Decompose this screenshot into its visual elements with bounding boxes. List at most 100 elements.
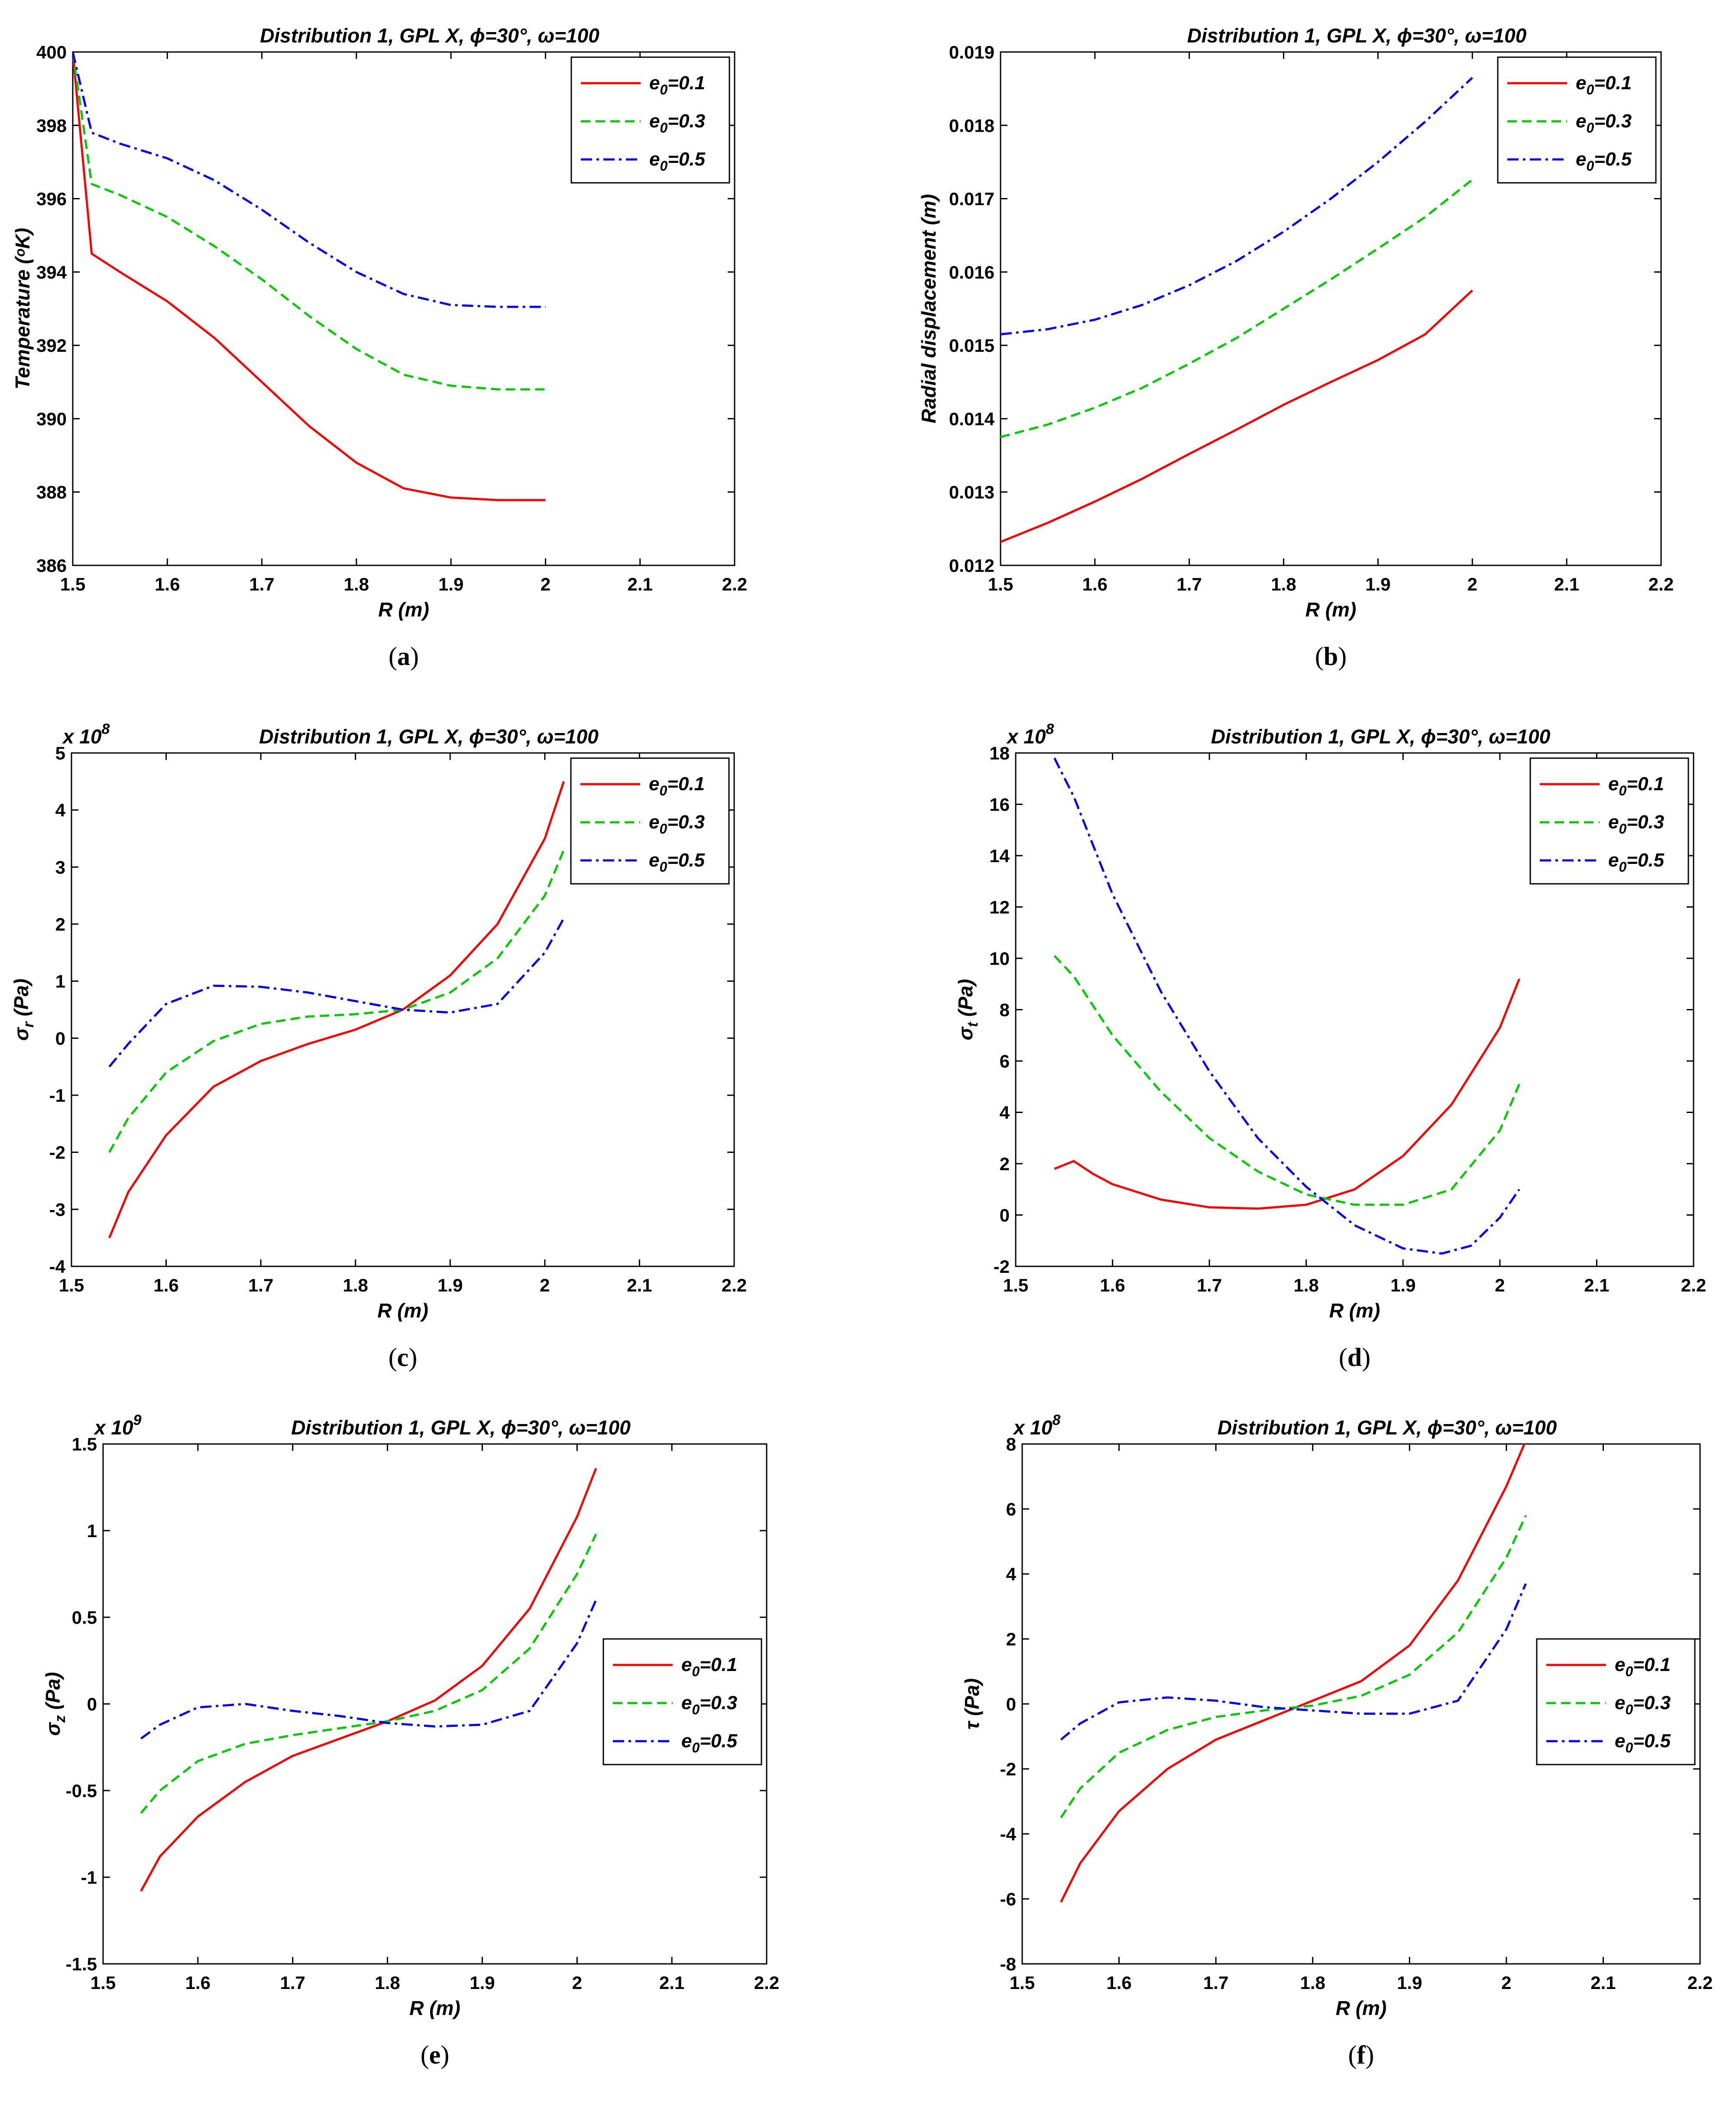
x-tick-label: 1.5 [60, 574, 85, 594]
y-tick-label: -2 [1000, 1759, 1016, 1779]
x-tick-label: 1.8 [1271, 574, 1296, 594]
chart-title: Distribution 1, GPL X, ϕ=30°, ω=100 [260, 24, 599, 47]
chart-title: Distribution 1, GPL X, ϕ=30°, ω=100 [291, 1416, 631, 1439]
y-tick-label: 0.016 [949, 262, 994, 282]
x-tick-label: 2.1 [1554, 574, 1579, 594]
y-tick-label: -4 [49, 1256, 66, 1277]
legend: e0=0.1 e0=0.3 e0=0.5 [1536, 1638, 1696, 1765]
y-tick-label: 0.014 [949, 409, 995, 429]
y-tick-label: 3 [55, 857, 65, 877]
x-tick-label: 2.1 [628, 574, 653, 594]
y-axis-label: σz (Pa) [42, 1672, 68, 1736]
legend-label: e0=0.1 [649, 72, 705, 97]
y-tick-label: 1.5 [72, 1434, 97, 1454]
y-tick-label: 386 [36, 555, 67, 576]
legend-box [1497, 56, 1657, 184]
chart-title: Distribution 1, GPL X, ϕ=30°, ω=100 [1211, 725, 1551, 748]
chart-panel-e: 1.5 1.6 1.7 1.8 1.9 2 2.1 2.2 -1.5 -1 -0.5 0 0.5 1 1.5… [42, 1412, 779, 2069]
x-tick-label: 1.6 [1100, 1275, 1125, 1295]
y-tick-label: 18 [989, 743, 1010, 763]
x-tick-label: 1.5 [91, 1973, 116, 1993]
y-tick-label: 400 [36, 42, 67, 62]
y-tick-label: 1 [55, 971, 65, 992]
legend-label: e0=0.3 [1608, 811, 1664, 837]
legend-label: e0=0.3 [1576, 110, 1632, 136]
legend-label: e0=0.5 [1615, 1730, 1671, 1755]
y-tick-label: 6 [1006, 1499, 1016, 1519]
y-tick-label: -2 [49, 1142, 65, 1163]
x-tick-label: 2.1 [1584, 1275, 1609, 1295]
legend: e0=0.1 e0=0.3 e0=0.5 [1497, 56, 1657, 184]
y-axis-label: Radial displacement (m) [917, 194, 940, 423]
x-tick-label: 2 [540, 1275, 550, 1295]
series-line-e0=0.1 [1054, 978, 1520, 1210]
x-tick-label: 1.6 [153, 1275, 178, 1295]
x-tick-label: 2 [1495, 1275, 1505, 1295]
chart-panel-c: 1.5 1.6 1.7 1.8 1.9 2 2.1 2.2 -4 -3 -2 -1 0 1 2 3 4 5 Dist… [10, 721, 747, 1372]
chart-panel-f: 1.5 1.6 1.7 1.8 1.9 2 2.1 2.2 -8 -6 -4 -2 0 2 4 6 8 Distr… [961, 1412, 1713, 2069]
panel-label: (b) [1315, 642, 1347, 671]
y-tick-label: 0.018 [949, 115, 994, 136]
panel-label: (d) [1339, 1343, 1370, 1372]
y-tick-label: 388 [36, 482, 67, 503]
chart-title: Distribution 1, GPL X, ϕ=30°, ω=100 [1187, 24, 1527, 47]
x-tick-label: 1.5 [988, 574, 1013, 594]
legend-label: e0=0.5 [649, 850, 705, 875]
legend-label: e0=0.1 [1615, 1654, 1671, 1679]
legend-box [1536, 1638, 1696, 1765]
y-tick-label: 0 [1000, 1205, 1010, 1226]
legend-label: e0=0.5 [681, 1730, 738, 1755]
series-line-e0=0.3 [73, 52, 546, 391]
legend-label: e0=0.3 [649, 110, 705, 136]
y-tick-label: 2 [1006, 1629, 1016, 1649]
y-tick-label: -6 [1000, 1889, 1016, 1909]
series-line-e0=0.1 [1060, 1444, 1526, 1903]
legend-label: e0=0.5 [1576, 149, 1632, 174]
x-axis-label: R (m) [1305, 598, 1357, 621]
y-tick-label: 0 [55, 1028, 65, 1048]
y-tick-label: 12 [989, 897, 1010, 918]
y-tick-label: 0.5 [72, 1607, 97, 1628]
y-tick-label: 8 [1006, 1434, 1016, 1454]
y-tick-label: 0.019 [949, 42, 994, 62]
y-tick-label: 5 [55, 743, 65, 763]
panel-label: (e) [421, 2041, 450, 2069]
series-line-e0=0.1 [73, 52, 546, 501]
x-axis-label: R (m) [409, 1997, 460, 2019]
legend-label: e0=0.3 [1615, 1692, 1671, 1717]
series-line-e0=0.1 [140, 1468, 597, 1892]
x-axis-label: R (m) [1329, 1299, 1380, 1322]
y-tick-label: -1 [49, 1085, 65, 1106]
legend-label: e0=0.3 [681, 1692, 737, 1717]
x-tick-label: 2.2 [1687, 1973, 1713, 1993]
panel-label: (f) [1348, 2041, 1374, 2069]
x-tick-label: 1.7 [1177, 574, 1202, 594]
legend: e0=0.1 e0=0.3 e0=0.5 [570, 56, 730, 184]
series-line-e0=0.5 [73, 52, 546, 308]
series-line-e0=0.3 [1053, 955, 1520, 1206]
panel-label: (a) [389, 642, 419, 671]
series-line-e0=0.1 [1001, 289, 1474, 543]
y-tick-label: -1.5 [66, 1954, 97, 1974]
x-tick-label: 1.8 [344, 574, 369, 594]
y-tick-label: 4 [1000, 1103, 1010, 1123]
series-line-e0=0.5 [108, 918, 565, 1067]
x-tick-label: 1.8 [375, 1973, 400, 1993]
y-tick-label: 14 [989, 846, 1010, 866]
x-tick-label: 1.9 [1365, 574, 1390, 594]
chart-panel-a: 1.5 1.6 1.7 1.8 1.9 2 2.1 2.2 386 388 390 392 394 396… [11, 24, 747, 671]
y-tick-label: -0.5 [66, 1781, 97, 1801]
x-tick-label: 1.5 [1003, 1275, 1028, 1295]
x-tick-label: 1.8 [343, 1275, 368, 1295]
legend: e0=0.1 e0=0.3 e0=0.5 [602, 1638, 762, 1765]
y-tick-label: 1 [87, 1521, 97, 1541]
x-tick-label: 1.5 [59, 1275, 84, 1295]
y-axis-label: σt (Pa) [954, 979, 981, 1041]
y-tick-label: 10 [989, 948, 1010, 969]
y-tick-label: 0 [1006, 1694, 1016, 1714]
legend-box [570, 757, 730, 885]
x-axis-label: R (m) [377, 1299, 428, 1322]
y-tick-label: 0.013 [949, 482, 994, 503]
y-tick-label: 8 [1000, 1000, 1010, 1020]
x-tick-label: 1.6 [1082, 574, 1108, 594]
